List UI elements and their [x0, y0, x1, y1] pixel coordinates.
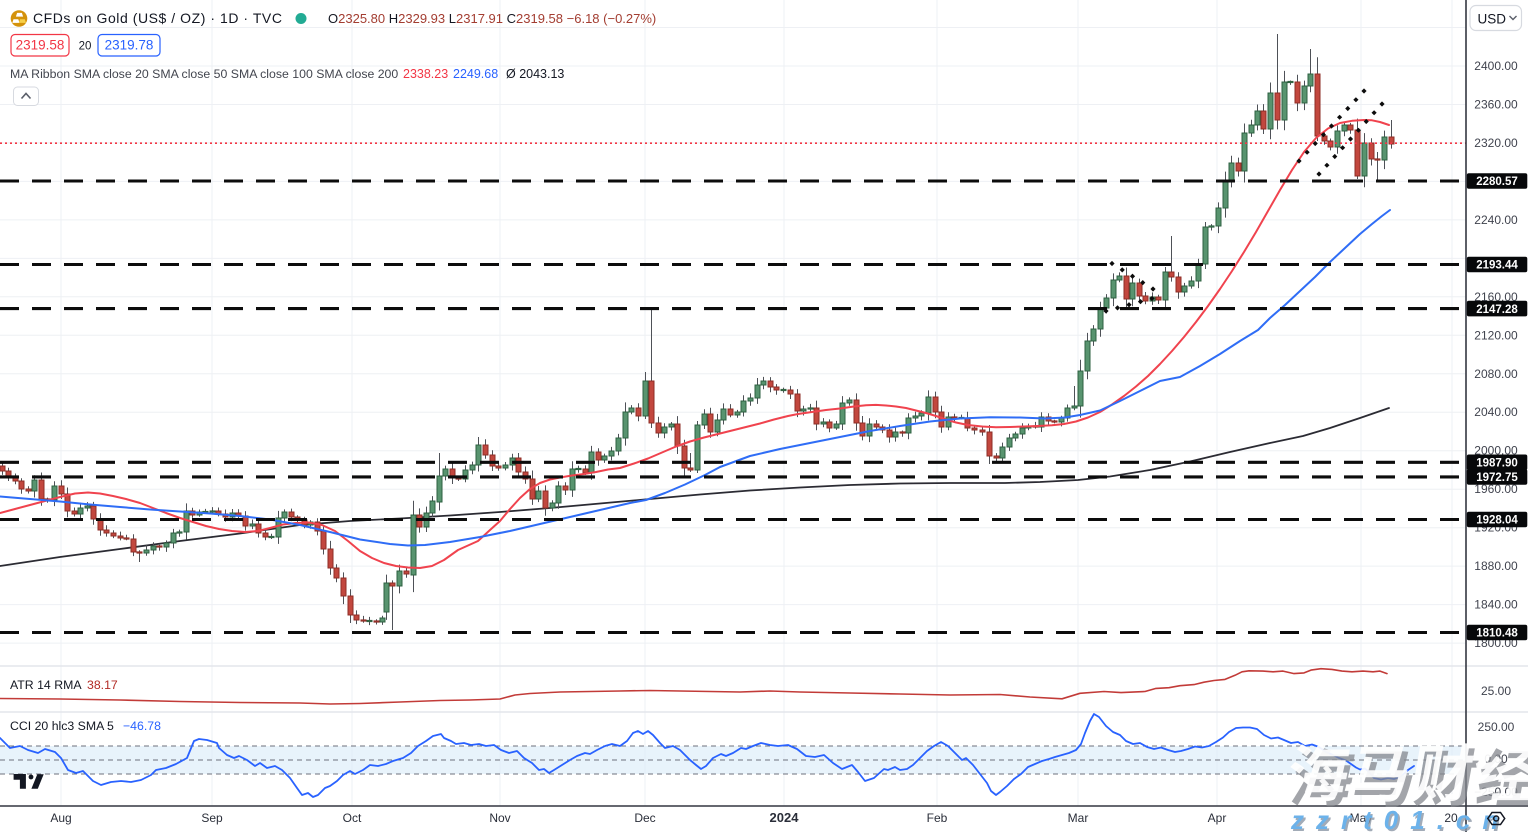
svg-text:2320.00: 2320.00: [1474, 136, 1518, 150]
svg-text:2319.58: 2319.58: [16, 38, 65, 53]
svg-text:−46.78: −46.78: [123, 719, 161, 733]
svg-text:MA Ribbon SMA close 20 SMA clo: MA Ribbon SMA close 20 SMA close 50 SMA …: [10, 67, 398, 81]
svg-text:2280.57: 2280.57: [1476, 176, 1518, 188]
svg-text:2000.00: 2000.00: [1474, 444, 1518, 458]
svg-text:Oct: Oct: [343, 811, 362, 825]
svg-text:250.00: 250.00: [1478, 720, 1515, 734]
svg-text:2319.78: 2319.78: [105, 38, 154, 53]
svg-text:zzrt01.cn: zzrt01.cn: [1290, 805, 1510, 832]
svg-text:Sep: Sep: [201, 811, 223, 825]
svg-text:Dec: Dec: [634, 811, 655, 825]
svg-text:2193.44: 2193.44: [1476, 260, 1518, 272]
svg-text:Mar: Mar: [1068, 811, 1089, 825]
svg-text:1840.00: 1840.00: [1474, 598, 1518, 612]
svg-text:1880.00: 1880.00: [1474, 559, 1518, 573]
svg-text:ATR 14 RMA: ATR 14 RMA: [10, 678, 82, 692]
svg-text:2160.00: 2160.00: [1474, 290, 1518, 304]
svg-text:2360.00: 2360.00: [1474, 98, 1518, 112]
svg-text:2147.28: 2147.28: [1476, 304, 1518, 316]
svg-text:CCI 20 hlc3 SMA 5: CCI 20 hlc3 SMA 5: [10, 719, 114, 733]
svg-text:Nov: Nov: [489, 811, 510, 825]
svg-text:2338.23: 2338.23: [403, 67, 448, 81]
svg-text:2400.00: 2400.00: [1474, 59, 1518, 73]
svg-text:1987.90: 1987.90: [1476, 458, 1518, 470]
svg-text:25.00: 25.00: [1481, 684, 1511, 698]
svg-text:2120.00: 2120.00: [1474, 328, 1518, 342]
svg-text:1972.75: 1972.75: [1476, 472, 1518, 484]
svg-text:2240.00: 2240.00: [1474, 213, 1518, 227]
svg-text:2249.68: 2249.68: [453, 67, 498, 81]
svg-text:1928.04: 1928.04: [1476, 515, 1518, 527]
svg-text:1810.48: 1810.48: [1476, 628, 1518, 640]
svg-text:O2325.80 H2329.93 L2317.91 C23: O2325.80 H2329.93 L2317.91 C2319.58 −6.1…: [328, 11, 656, 26]
svg-text:38.17: 38.17: [87, 678, 118, 692]
svg-text:1960.00: 1960.00: [1474, 482, 1518, 496]
svg-text:2040.00: 2040.00: [1474, 405, 1518, 419]
svg-text:Apr: Apr: [1208, 811, 1227, 825]
svg-text:2080.00: 2080.00: [1474, 367, 1518, 381]
svg-text:Aug: Aug: [50, 811, 71, 825]
svg-text:Ø 2043.13: Ø 2043.13: [506, 67, 564, 81]
svg-text:2024: 2024: [770, 810, 800, 825]
svg-text:20: 20: [79, 41, 92, 53]
svg-text:USD: USD: [1478, 12, 1507, 27]
svg-text:20: 20: [1444, 811, 1458, 825]
svg-text:Feb: Feb: [927, 811, 948, 825]
svg-text:CFDs on Gold (US$ / OZ) · 1D ·: CFDs on Gold (US$ / OZ) · 1D · TVC: [33, 10, 282, 26]
svg-text:May: May: [1350, 811, 1373, 825]
